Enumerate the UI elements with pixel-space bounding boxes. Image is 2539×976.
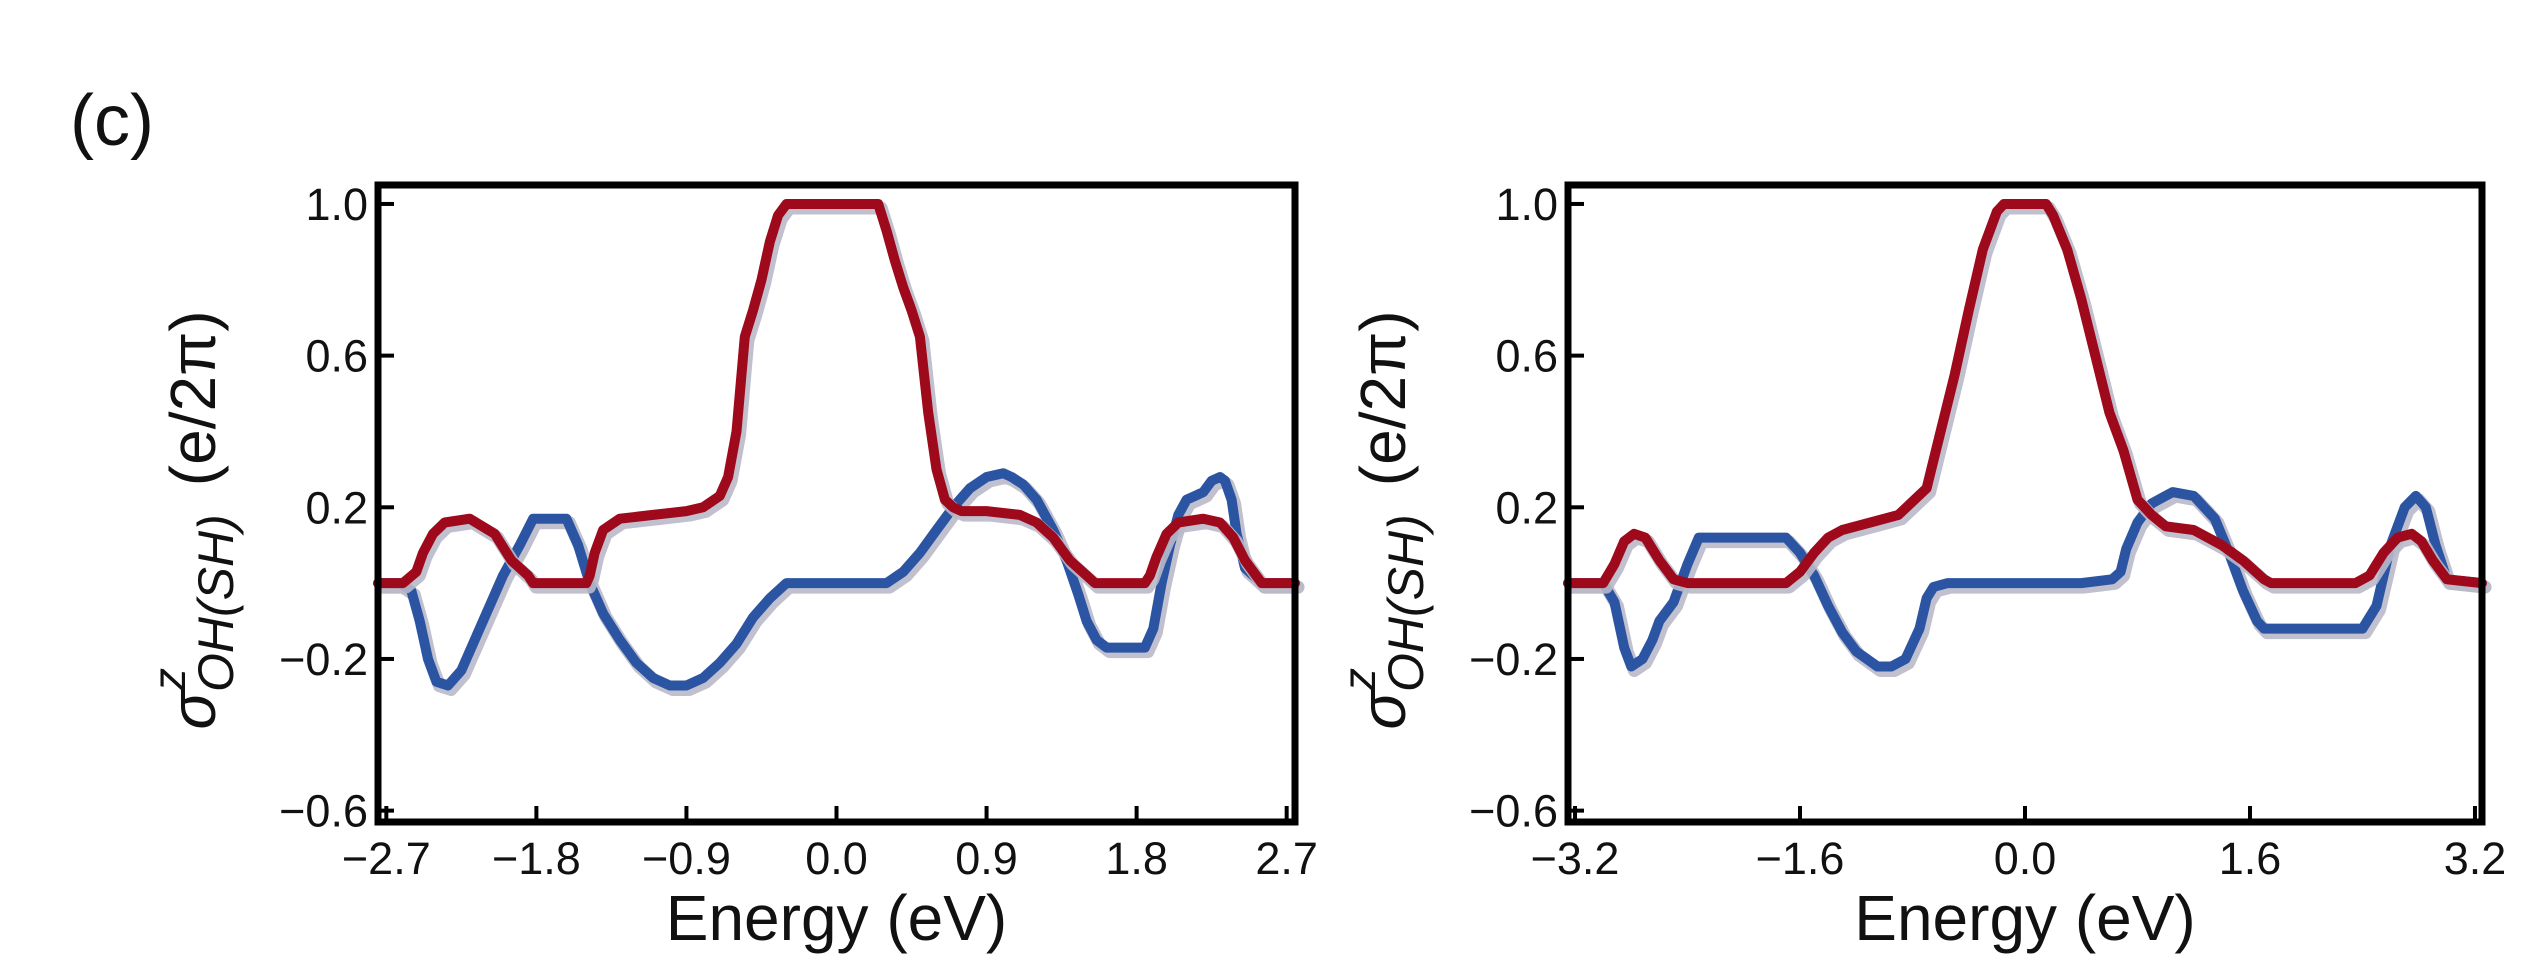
chart1-plot-frame — [1564, 181, 2486, 826]
chart1-ylabel-sup: z — [1333, 668, 1385, 692]
chart0-xlabel: Energy (eV) — [666, 882, 1007, 954]
chart1-ytick-label: 0.2 — [1495, 482, 1558, 533]
chart0-xtick-label: −1.8 — [492, 833, 581, 884]
chart0-series-red-shadow — [374, 201, 1305, 594]
chart1-ylabel-sub: OH(SH) — [1378, 514, 1434, 692]
chart0-xtick-label: −0.9 — [642, 833, 731, 884]
chart0-xtick-label: 0.0 — [805, 833, 868, 884]
chart0-ylabel: σzOH(SH) (e/2π) — [143, 310, 244, 729]
chart1-ylabel-sigma: σ — [1347, 689, 1419, 730]
chart1-series-red-line — [1563, 199, 2487, 589]
panel-label: (c) — [70, 81, 154, 161]
chart0-ylabel-sub: OH(SH) — [188, 514, 244, 692]
chart0-plot-frame — [374, 181, 1299, 826]
chart1-xtick-label: −3.2 — [1531, 833, 1620, 884]
chart0-ylabel-sup: z — [143, 668, 195, 692]
chart0-ytick-label: 0.2 — [305, 482, 368, 533]
chart0-ylabel-sigma: σ — [157, 689, 229, 730]
chart1-ylabel-units: (e/2π) — [1347, 310, 1419, 486]
chart-panel-right: −3.2 −1.6 0.0 1.6 3.2 1.0 0.6 0.2 −0.2 −0.6 Energy… — [1333, 179, 2506, 954]
chart0-ytick-label: −0.2 — [279, 634, 368, 685]
chart1-xtick-label: 3.2 — [2444, 833, 2507, 884]
chart-panel-left: −2.7 −1.8 −0.9 0.0 0.9 1.8 2.7 1.0 0.6 0.2 −0.2 −0.… — [143, 179, 1318, 954]
chart1-ytick-label: −0.6 — [1469, 786, 1558, 837]
chart0-xtick-label: 2.7 — [1255, 833, 1318, 884]
chart1-xtick-label: −1.6 — [1756, 833, 1845, 884]
chart1-ytick-label: −0.2 — [1469, 634, 1558, 685]
chart1-xtick-label: 0.0 — [1994, 833, 2057, 884]
chart1-series-red-shadow — [1564, 201, 2492, 594]
chart0-xtick-label: 0.9 — [955, 833, 1018, 884]
chart1-ytick-label: 0.6 — [1495, 331, 1558, 382]
chart0-ytick-label: 1.0 — [305, 179, 368, 230]
chart1-xtick-label: 1.6 — [2219, 833, 2282, 884]
chart0-ylabel-units: (e/2π) — [157, 310, 229, 486]
chart0-xtick-label: −2.7 — [342, 833, 431, 884]
chart0-ytick-label: −0.6 — [279, 786, 368, 837]
chart1-series-blue-line — [1563, 487, 2487, 672]
chart1-xlabel: Energy (eV) — [1854, 882, 2195, 954]
chart0-ytick-label: 0.6 — [305, 331, 368, 382]
chart1-ytick-label: 1.0 — [1495, 179, 1558, 230]
chart0-series-red-line — [373, 199, 1300, 589]
chart1-ylabel: σzOH(SH) (e/2π) — [1333, 310, 1434, 729]
chart0-xtick-label: 1.8 — [1105, 833, 1168, 884]
chart0-series-blue-line — [373, 468, 1300, 691]
